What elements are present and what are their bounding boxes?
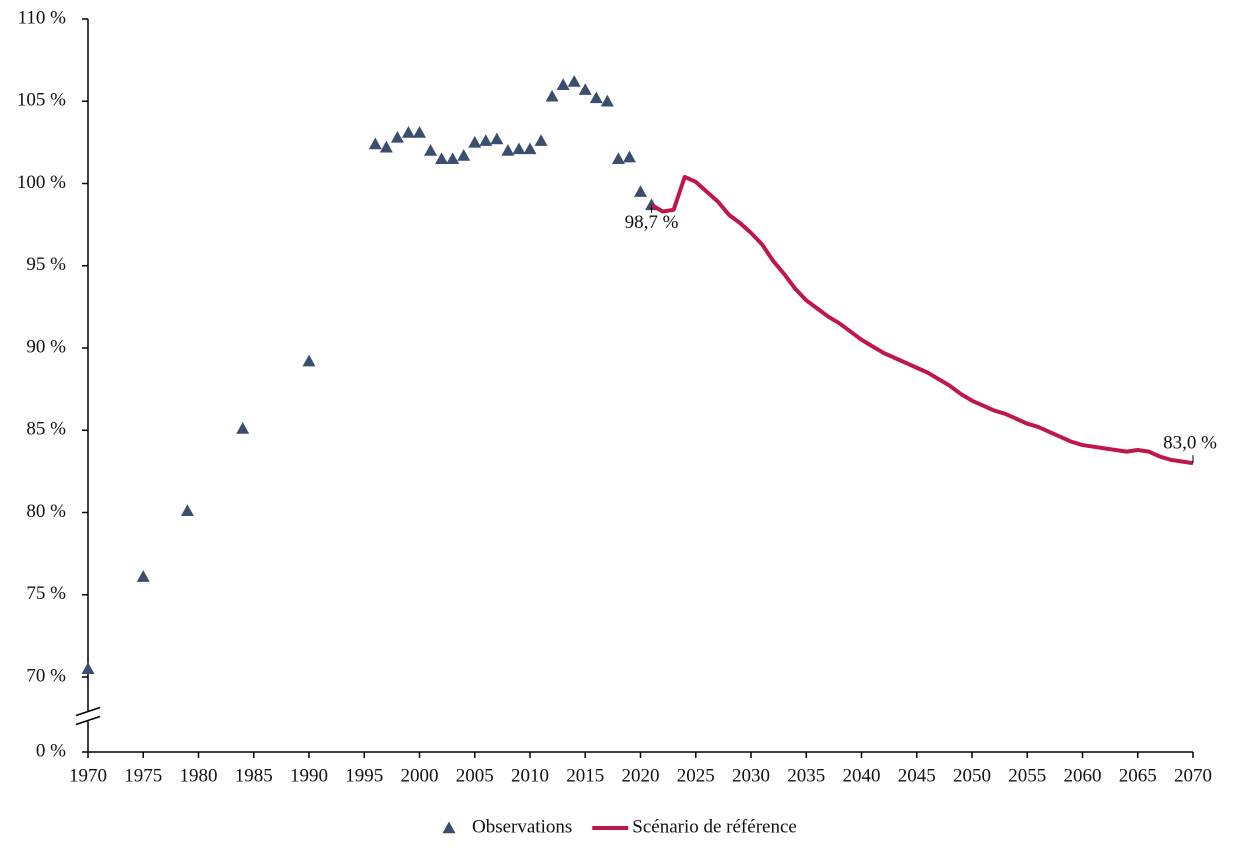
- x-tick-label: 2050: [953, 765, 991, 786]
- observation-point: [368, 137, 382, 150]
- x-tick-label: 1990: [290, 765, 328, 786]
- y-tick-label: 105 %: [17, 90, 66, 111]
- observation-point: [479, 134, 493, 146]
- observation-point: [545, 89, 559, 102]
- y-tick-label: 70 %: [26, 665, 66, 686]
- observation-point: [600, 94, 614, 107]
- annotation: 83,0 %: [1163, 433, 1217, 454]
- x-tick-label: 2055: [1008, 765, 1046, 786]
- axis-break-mark: [75, 715, 101, 726]
- x-tick-label: 2020: [622, 765, 660, 786]
- axis-break-gap: [85, 711, 91, 722]
- y-tick-label: 0 %: [36, 740, 66, 761]
- y-tick-label: 75 %: [26, 583, 66, 604]
- observation-point: [136, 570, 150, 582]
- y-tick-label: 90 %: [26, 336, 66, 357]
- observation-point: [457, 149, 471, 161]
- observation-point: [468, 135, 482, 148]
- x-tick-label: 2000: [401, 765, 439, 786]
- x-tick-label: 1995: [345, 765, 383, 786]
- x-tick-label: 2025: [677, 765, 715, 786]
- observation-point: [81, 662, 95, 674]
- observation-point: [401, 126, 415, 138]
- x-tick-label: 1970: [69, 765, 107, 786]
- observation-point: [567, 75, 581, 87]
- axis-break-mark: [75, 706, 101, 717]
- legend-label: Scénario de référence: [632, 816, 797, 837]
- observation-point: [523, 142, 537, 155]
- observation-point: [490, 132, 504, 145]
- observation-point: [302, 354, 316, 367]
- x-tick-label: 2065: [1119, 765, 1157, 786]
- x-tick-label: 2010: [511, 765, 549, 786]
- observation-point: [390, 130, 404, 143]
- x-tick-label: 2015: [566, 765, 604, 786]
- y-tick-label: 80 %: [26, 501, 66, 522]
- observation-point: [556, 78, 570, 90]
- x-tick-label: 2040: [843, 765, 881, 786]
- observation-point: [501, 144, 515, 156]
- x-tick-label: 2035: [787, 765, 825, 786]
- observation-point: [589, 91, 603, 104]
- x-tick-label: 2030: [732, 765, 770, 786]
- observation-point: [611, 152, 625, 165]
- projection-line: [650, 174, 1194, 466]
- legend-marker: [442, 821, 456, 834]
- observation-point: [512, 142, 526, 155]
- observation-point: [634, 185, 647, 197]
- x-tick-label: 2060: [1064, 765, 1102, 786]
- observation-point: [379, 140, 393, 153]
- observation-point: [446, 152, 460, 165]
- observation-point: [578, 83, 592, 95]
- observation-point: [236, 422, 250, 434]
- x-tick-label: 2045: [898, 765, 936, 786]
- observation-point: [180, 504, 194, 517]
- legend-label: Observations: [472, 816, 572, 837]
- y-tick-label: 110 %: [18, 7, 67, 28]
- x-tick-label: 1980: [180, 765, 218, 786]
- x-tick-label: 2070: [1174, 765, 1212, 786]
- annotation: 98,7 %: [625, 212, 679, 233]
- observation-point: [534, 134, 548, 146]
- x-tick-label: 1975: [124, 765, 162, 786]
- observation-point: [413, 126, 426, 138]
- observation-point: [435, 152, 449, 165]
- x-tick-label: 2005: [456, 765, 494, 786]
- y-tick-label: 100 %: [17, 172, 66, 193]
- x-tick-label: 1985: [235, 765, 273, 786]
- observation-point: [424, 144, 438, 156]
- observation-point: [622, 150, 636, 163]
- y-tick-label: 95 %: [26, 254, 66, 275]
- y-tick-label: 85 %: [26, 419, 66, 440]
